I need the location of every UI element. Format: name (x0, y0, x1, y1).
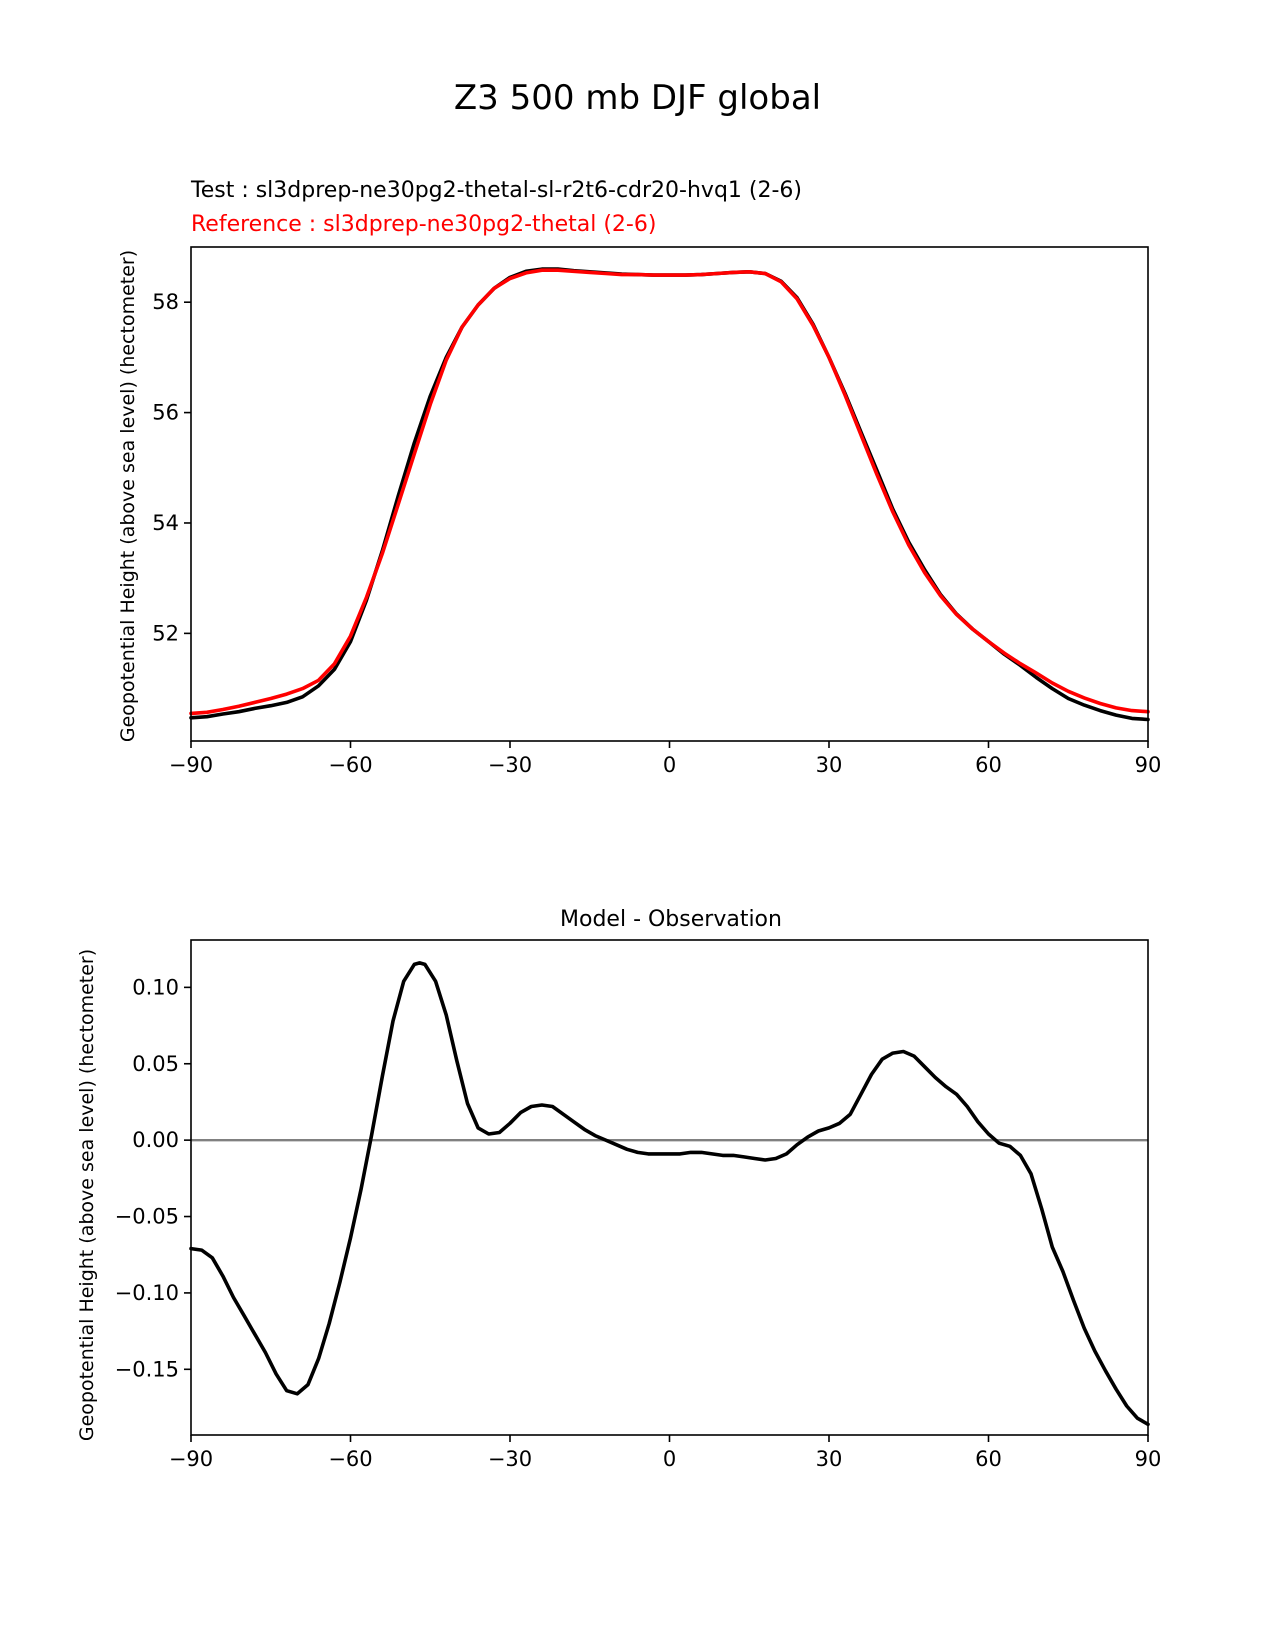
top-y-tick-label: 54 (152, 511, 179, 535)
bottom-y-tick-label: 0.05 (132, 1052, 179, 1076)
top-y-tick-label: 58 (152, 290, 179, 314)
bottom-y-tick-label: −0.15 (115, 1357, 179, 1381)
top-x-tick-label: −90 (169, 753, 213, 777)
bottom-y-tick-label: 0.00 (132, 1128, 179, 1152)
bottom-chart-title: Model - Observation (560, 907, 782, 932)
test-label: Test : sl3dprep-ne30pg2-thetal-sl-r2t6-c… (190, 178, 802, 203)
bottom-x-tick-label: 0 (663, 1447, 676, 1471)
top-y-axis-label: Geopotential Height (above sea level) (h… (117, 250, 139, 742)
bottom-y-tick-label: −0.05 (115, 1205, 179, 1229)
top-y-tick-label: 56 (152, 401, 179, 425)
top-x-tick-label: 0 (663, 753, 676, 777)
bottom-series-line-0 (189, 961, 1150, 1427)
bottom-y-tick-label: −0.10 (115, 1281, 179, 1305)
bottom-x-tick-label: −60 (328, 1447, 372, 1471)
top-x-tick-label: −30 (488, 753, 532, 777)
top-x-tick-label: 90 (1135, 753, 1162, 777)
bottom-x-tick-label: 30 (816, 1447, 843, 1471)
bottom-y-tick-label: 0.10 (132, 975, 179, 999)
bottom-x-tick-label: 60 (975, 1447, 1002, 1471)
bottom-x-tick-label: −30 (488, 1447, 532, 1471)
top-x-tick-label: 60 (975, 753, 1002, 777)
bottom-x-tick-label: −90 (169, 1447, 213, 1471)
bottom-x-tick-label: 90 (1135, 1447, 1162, 1471)
top-series-line-1 (189, 268, 1150, 716)
top-x-tick-label: −60 (328, 753, 372, 777)
reference-label: Reference : sl3dprep-ne30pg2-thetal (2-6… (191, 212, 656, 237)
bottom-y-axis-label: Geopotential Height (above sea level) (h… (76, 949, 98, 1441)
bottom-axes-frame (190, 939, 1149, 1436)
top-plot-area: −90 −60 −30 0 30 60 90 52 54 56 58 (152, 246, 1162, 777)
bottom-chart: Model - Observation Geopotential Height … (76, 907, 1161, 1471)
top-x-tick-label: 30 (816, 753, 843, 777)
top-y-tick-label: 52 (152, 621, 179, 645)
figure-title: Z3 500 mb DJF global (454, 78, 821, 118)
top-chart: Test : sl3dprep-ne30pg2-thetal-sl-r2t6-c… (117, 178, 1161, 777)
bottom-plot-area: −90 −60 −30 0 30 60 90 −0.15 −0.10 −0.05 0.00 0.05 0… (115, 939, 1162, 1471)
